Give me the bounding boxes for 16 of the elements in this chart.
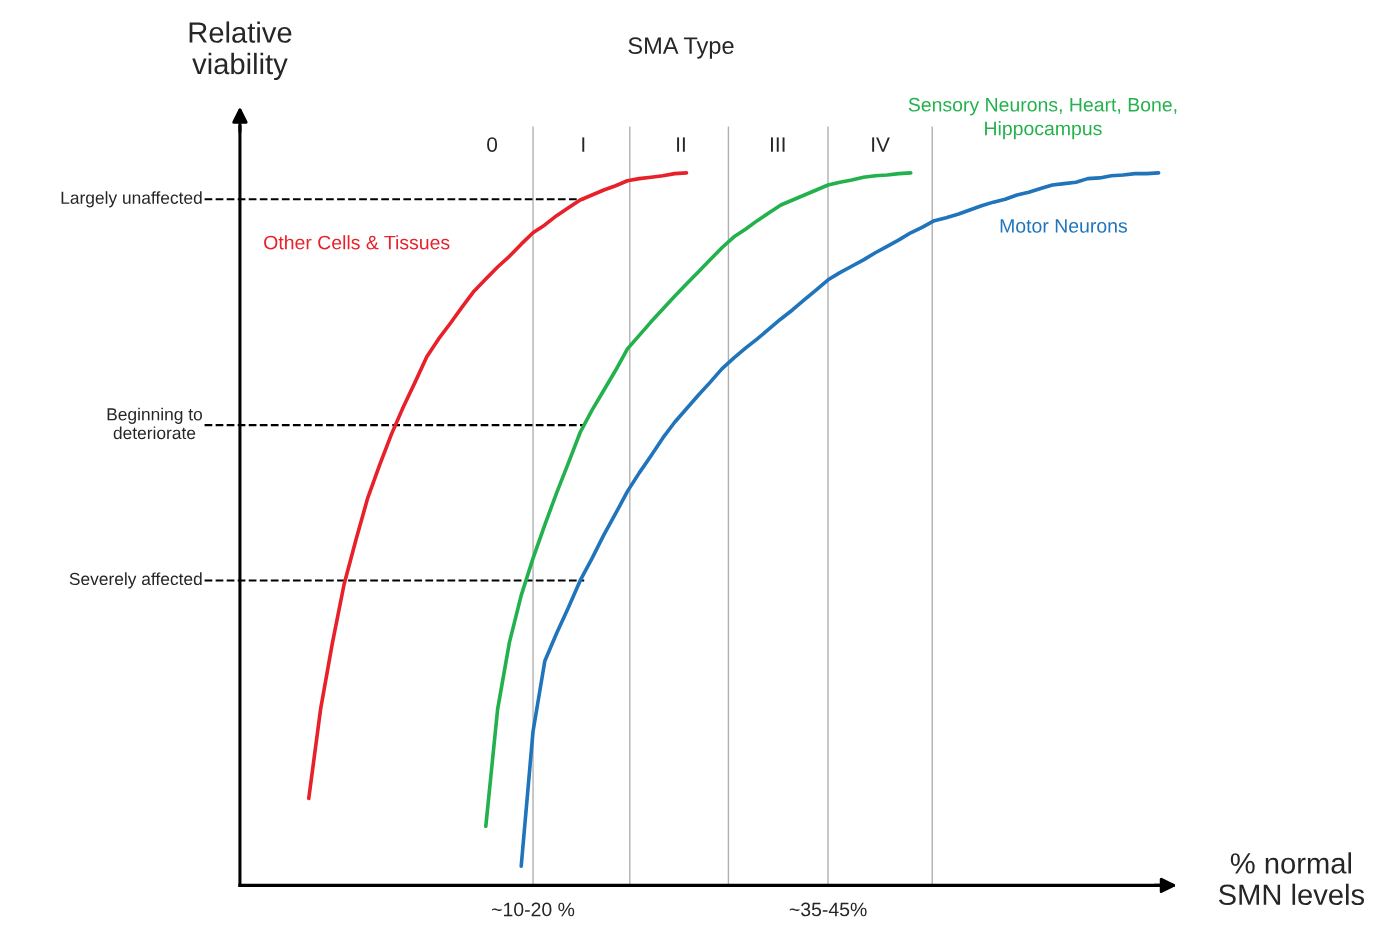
text: 0 — [487, 137, 498, 152]
series-label: Motor Neurons — [1000, 219, 1128, 233]
series-label: Sensory Neurons, Heart, Bone, Hippocampus — [908, 97, 1177, 140]
ref-line-label: Severely affected — [69, 572, 202, 589]
x-tick-label: ~10-20 % — [492, 902, 575, 917]
text: IV — [872, 137, 890, 152]
x-tick-label: ~35-45% — [789, 902, 867, 917]
text: Other Cells & Tissues — [264, 235, 450, 250]
text: SMA Type — [628, 37, 734, 59]
x-axis-title: % normal SMN levels — [1218, 852, 1365, 906]
text: II — [677, 137, 685, 152]
ref-line-label: Largely unaffected — [61, 191, 202, 208]
ref-line-label: Beginning to deteriorate — [107, 407, 202, 440]
y-axis-title: Relative viability — [189, 21, 292, 81]
text: III — [770, 137, 785, 152]
text: I — [582, 137, 585, 152]
